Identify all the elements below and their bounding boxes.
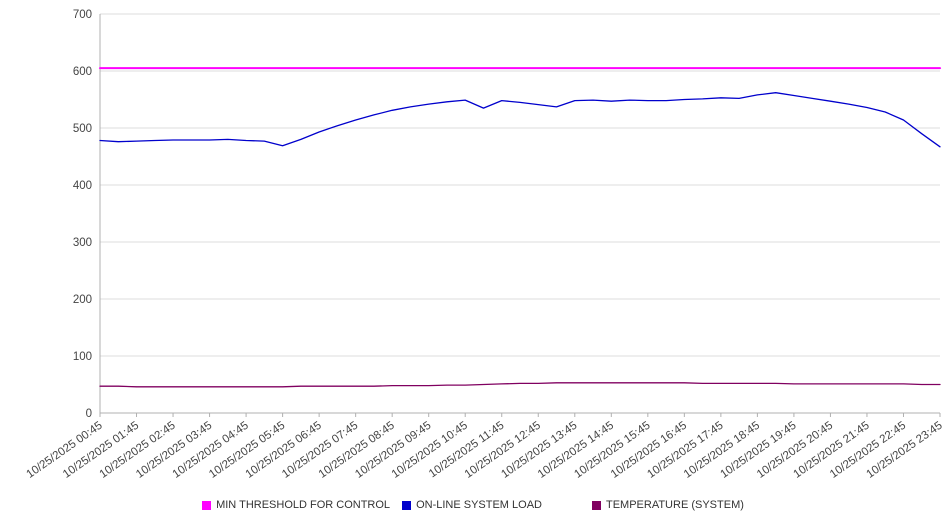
legend-label-online-system-load: ON-LINE SYSTEM LOAD xyxy=(416,499,542,511)
y-axis-label-500: 500 xyxy=(73,123,92,135)
y-axis-label-200: 200 xyxy=(73,294,92,306)
y-axis-label-300: 300 xyxy=(73,237,92,249)
legend-swatch-temperature-system-icon xyxy=(591,500,601,510)
y-axis-label-100: 100 xyxy=(73,351,92,363)
chart-legend: MIN THRESHOLD FOR CONTROL ON-LINE SYSTEM… xyxy=(0,499,946,511)
y-axis-label-700: 700 xyxy=(73,9,92,21)
series-line-2 xyxy=(99,382,941,388)
y-axis-label-600: 600 xyxy=(73,66,92,78)
y-axis-label-400: 400 xyxy=(73,180,92,192)
legend-item-temperature-system[interactable]: TEMPERATURE (SYSTEM) xyxy=(591,499,744,511)
legend-item-min-threshold[interactable]: MIN THRESHOLD FOR CONTROL xyxy=(202,499,390,511)
y-axis-label-0: 0 xyxy=(86,408,92,420)
legend-swatch-online-system-load-icon xyxy=(402,500,412,510)
legend-swatch-min-threshold-icon xyxy=(202,500,212,510)
legend-item-online-system-load[interactable]: ON-LINE SYSTEM LOAD xyxy=(402,499,542,511)
legend-label-temperature-system: TEMPERATURE (SYSTEM) xyxy=(605,499,744,511)
series-line-1 xyxy=(99,92,941,148)
legend-label-min-threshold: MIN THRESHOLD FOR CONTROL xyxy=(216,499,391,511)
